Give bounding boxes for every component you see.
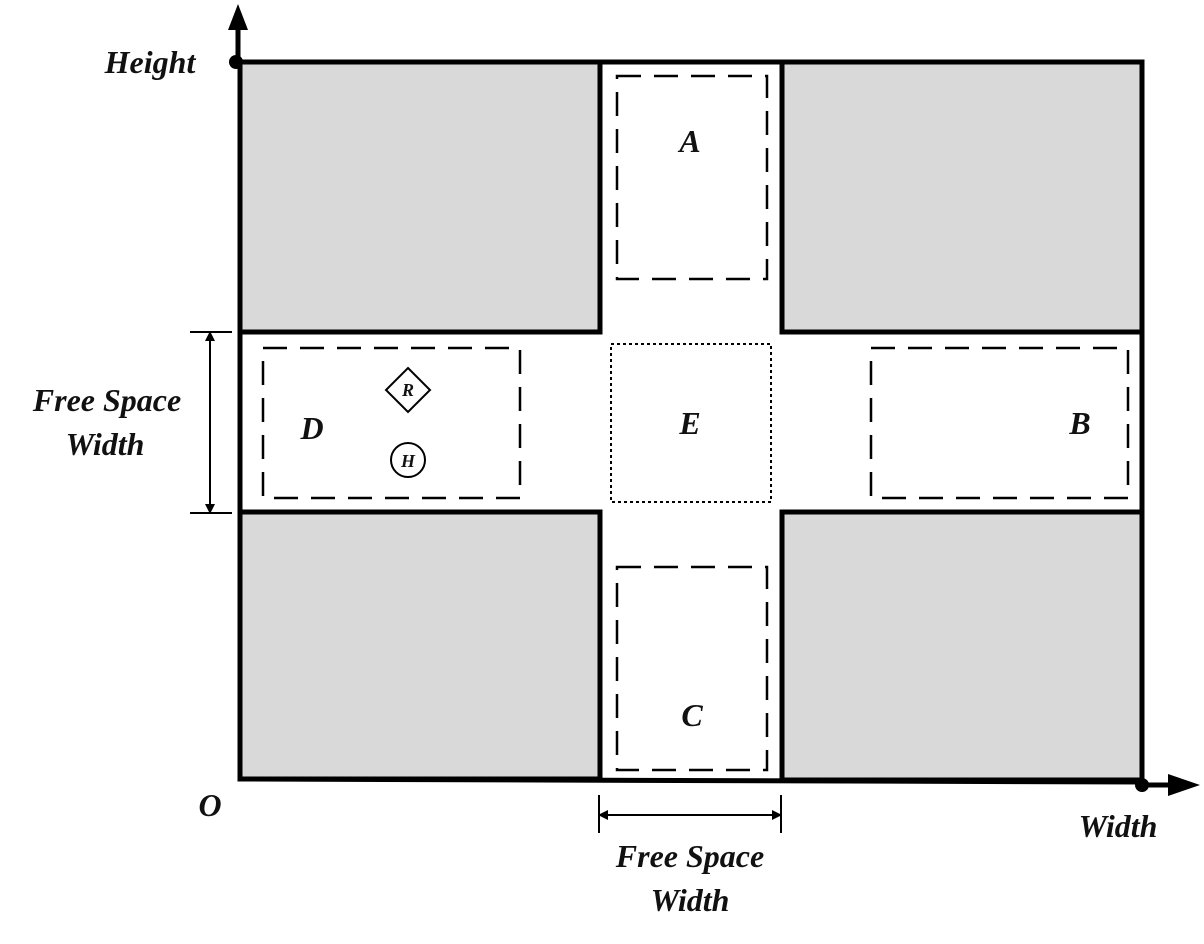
robot-diamond-icon — [384, 366, 432, 414]
robot-marker: R — [384, 366, 432, 414]
obstacle-bottom-right — [779, 509, 1145, 783]
origin-label: O — [198, 787, 221, 823]
vertical-dim-label-line1: Free Space — [32, 382, 181, 418]
obstacle-top-left — [237, 59, 603, 335]
zone-a-box — [615, 74, 769, 281]
height-point — [229, 55, 243, 69]
y-axis-label: Height — [104, 44, 197, 80]
zone-c-box — [615, 565, 769, 772]
x-axis-label: Width — [1079, 808, 1158, 844]
vertical-dim-label-line2: Width — [66, 426, 145, 462]
zone-a-label: A — [677, 123, 700, 159]
robot-label: R — [401, 380, 414, 400]
zone-e-label: E — [678, 405, 700, 441]
zone-b-label: B — [1068, 405, 1090, 441]
y-axis-arrowhead — [228, 4, 248, 30]
horizontal-dimension — [598, 795, 782, 833]
width-point — [1135, 778, 1149, 792]
human-marker: H — [390, 442, 426, 478]
obstacle-bottom-left — [237, 509, 603, 782]
vertical-dimension — [190, 331, 232, 514]
x-axis-arrowhead — [1168, 774, 1200, 796]
human-label: H — [400, 451, 416, 471]
obstacle-top-right — [779, 59, 1145, 335]
zone-e-box — [610, 343, 772, 503]
zone-d-box — [261, 346, 522, 500]
zone-c-label: C — [681, 697, 703, 733]
horizontal-dim-label-line1: Free Space — [615, 838, 764, 874]
zone-d-label: D — [299, 410, 323, 446]
zone-b-box — [869, 346, 1130, 500]
boundary-bottom — [237, 776, 1145, 785]
horizontal-dim-label-line2: Width — [651, 882, 730, 918]
human-circle-icon — [390, 442, 426, 478]
